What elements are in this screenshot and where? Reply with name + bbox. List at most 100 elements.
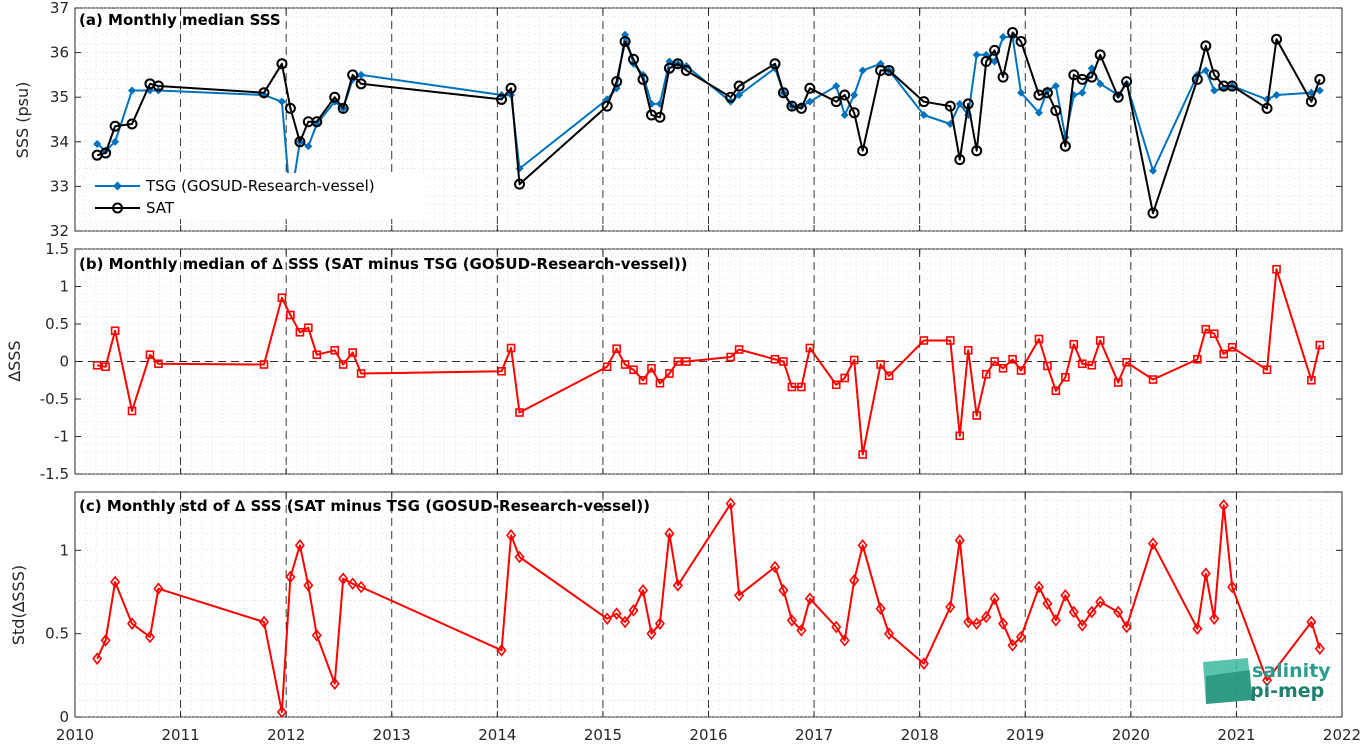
data-point: [1147, 207, 1159, 219]
data-point: [506, 343, 516, 353]
x-tick-label: 2012: [267, 726, 305, 744]
data-point: [883, 64, 895, 76]
data-point: [734, 589, 745, 602]
data-point: [347, 577, 358, 590]
data-point: [804, 592, 815, 605]
data-point: [1219, 349, 1229, 359]
data-point: [884, 371, 894, 381]
y-tick-label: 1.5: [45, 240, 69, 258]
data-point: [294, 539, 305, 552]
data-point: [848, 107, 860, 119]
data-point: [110, 575, 121, 589]
data-point: [1122, 357, 1131, 367]
data-point: [1016, 366, 1026, 375]
data-point: [1068, 69, 1080, 81]
data-point: [126, 617, 138, 630]
data-point: [1227, 342, 1237, 352]
panel-a-yticks: 32 33 34 35 36 37: [50, 0, 1342, 240]
data-point: [972, 50, 981, 59]
panel-b: -1.5 -1 -0.5 0 0.5 1 1.5 (b) Monthly median of…: [5, 240, 1343, 483]
data-point: [154, 359, 163, 369]
data-point: [1007, 639, 1018, 652]
data-point: [1096, 79, 1105, 88]
x-tick-label: 2018: [901, 726, 939, 744]
data-point: [110, 326, 120, 336]
data-point: [153, 582, 164, 595]
data-point: [725, 497, 736, 510]
data-point: [276, 705, 287, 719]
data-point: [111, 137, 120, 146]
data-point: [673, 357, 683, 366]
data-point: [620, 360, 630, 369]
data-point: [259, 360, 269, 369]
data-point: [981, 369, 991, 379]
x-tick-label: 2017: [795, 726, 833, 744]
data-point: [1193, 354, 1202, 364]
x-axis-ticks: 2010 2011 2012 2013 2014 2015 2016 2017 2018 2019…: [56, 726, 1361, 744]
panel-a: 32 33 34 35 36 37 (a) Monthly median SSS SSS …: [13, 0, 1343, 240]
data-point: [145, 350, 155, 360]
data-point: [514, 178, 526, 190]
data-point: [875, 602, 886, 615]
data-point: [997, 71, 1009, 83]
data-point: [638, 584, 649, 597]
data-point: [777, 87, 789, 99]
data-point: [981, 610, 992, 624]
data-point: [1262, 365, 1272, 375]
data-point: [797, 382, 806, 392]
panel-c-title: (c) Monthly std of ∆ SSS (SAT minus TSG …: [79, 497, 650, 515]
data-point: [796, 624, 807, 637]
data-point: [654, 111, 666, 123]
data-point: [304, 142, 313, 151]
legend-box: [86, 173, 426, 219]
x-tick-label: 2021: [1217, 726, 1255, 744]
series-line-1-1: [96, 33, 1321, 203]
panel-b-yticks: -1.5 -1 -0.5 0 0.5 1 1.5: [40, 240, 1342, 483]
data-point: [955, 431, 965, 441]
data-point: [276, 58, 288, 70]
data-point: [356, 580, 367, 594]
data-point: [93, 140, 102, 149]
data-point: [1059, 140, 1071, 152]
data-point: [506, 529, 517, 542]
data-point: [998, 617, 1009, 630]
x-tick-label: 2020: [1112, 726, 1150, 744]
data-point: [357, 70, 366, 79]
legend-sat-label: SAT: [146, 199, 175, 217]
data-point: [1050, 614, 1061, 627]
data-point: [839, 634, 850, 647]
data-point: [919, 111, 928, 120]
data-point: [770, 354, 780, 364]
data-point: [998, 363, 1008, 373]
panel-c-marks: [92, 497, 1325, 719]
data-point: [849, 355, 859, 365]
data-point: [1043, 361, 1052, 371]
data-point: [954, 534, 965, 547]
data-point: [127, 406, 137, 416]
data-point: [496, 93, 508, 105]
legend-tsg-marker: [113, 181, 122, 191]
data-point: [1208, 69, 1220, 81]
data-point: [329, 677, 340, 690]
panel-c: 00.51 (c) Monthly std of ∆ SSS (SAT minu…: [9, 491, 1343, 726]
data-point: [672, 58, 684, 70]
data-point: [338, 572, 349, 585]
data-point: [680, 64, 692, 76]
data-point: [303, 579, 314, 592]
data-point: [831, 380, 841, 390]
data-point: [152, 80, 164, 92]
data-point: [646, 627, 657, 640]
data-point: [1315, 86, 1324, 95]
data-point: [619, 35, 631, 47]
data-point: [128, 86, 137, 95]
data-point: [258, 615, 270, 629]
data-point: [1201, 324, 1211, 334]
data-point: [999, 32, 1008, 41]
data-point: [1051, 386, 1061, 396]
data-point: [884, 627, 895, 640]
data-point: [971, 145, 983, 157]
data-point: [954, 154, 966, 166]
data-point: [1209, 612, 1220, 625]
data-point: [311, 629, 322, 642]
y-tick-label: 36: [50, 44, 69, 62]
